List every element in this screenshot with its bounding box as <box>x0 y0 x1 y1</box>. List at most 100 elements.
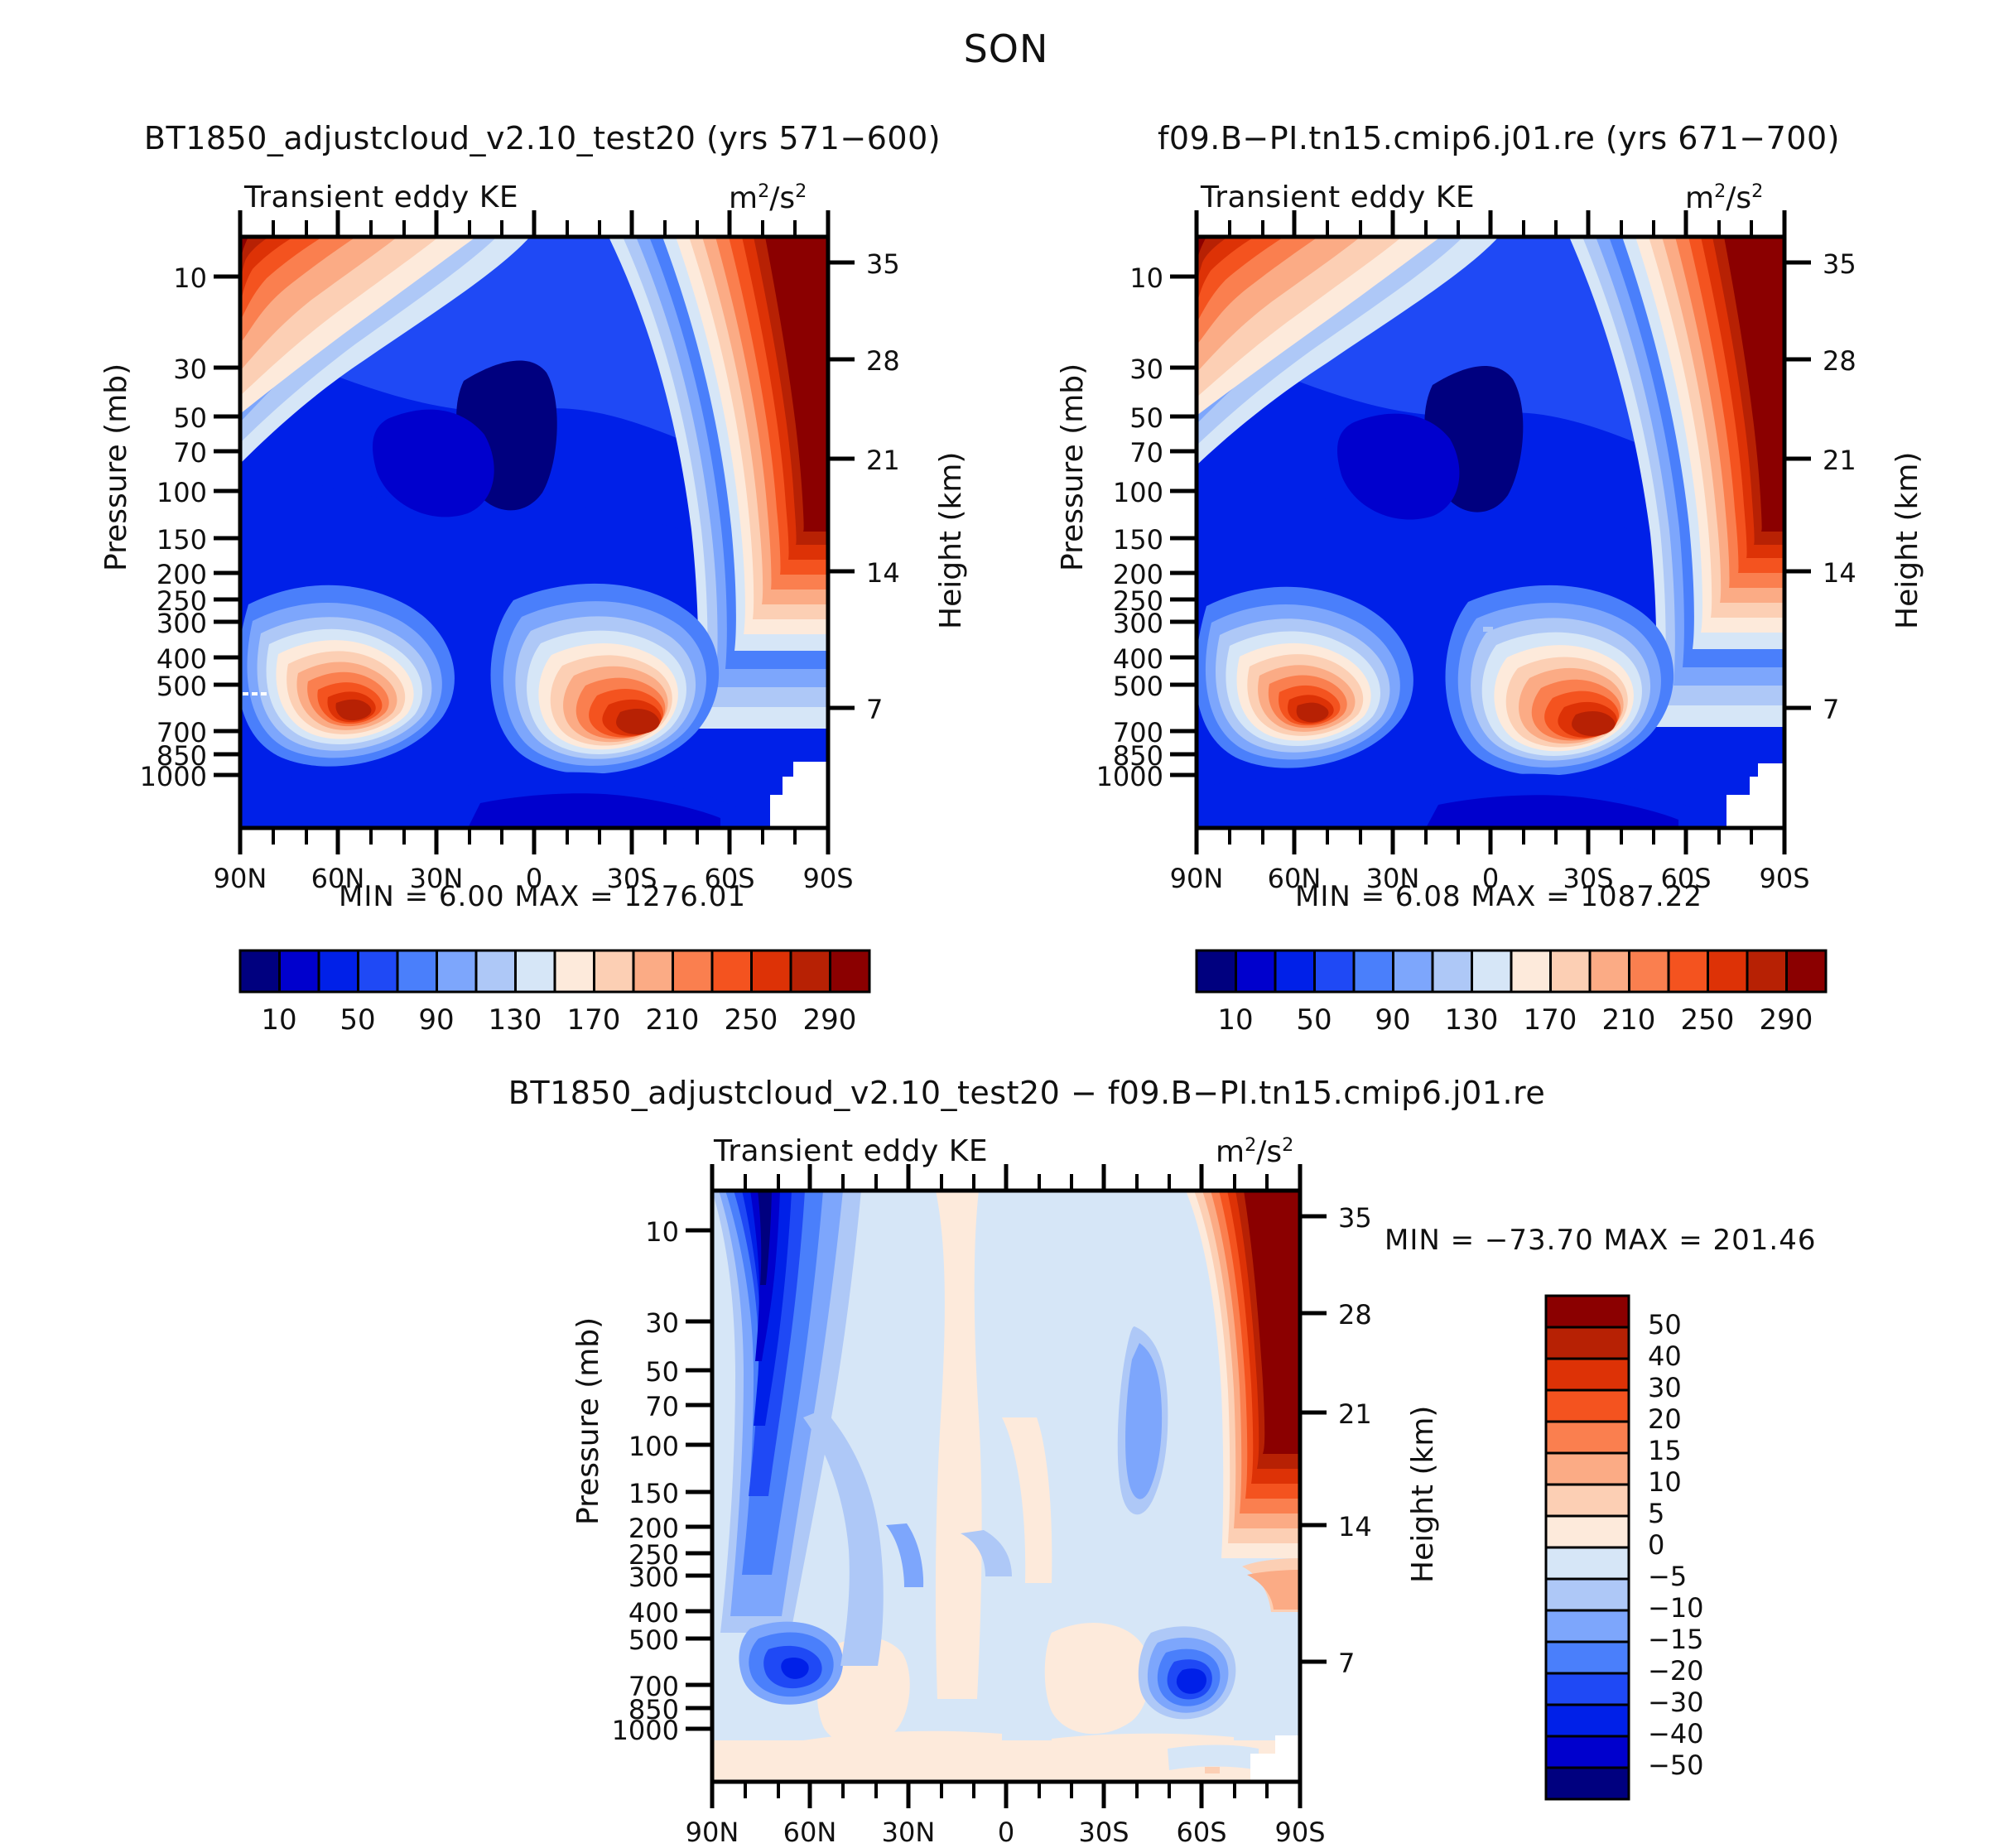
diff-colorbar-label-9: −10 <box>1648 1592 1704 1624</box>
left-bottom-ticks <box>238 828 831 854</box>
right-lat-90S: 90S <box>1759 863 1810 894</box>
diff-colorbar-cell-9 <box>1544 1577 1630 1612</box>
diff-colorbar-cell-11 <box>1544 1640 1630 1675</box>
right-ptick-10: 10 <box>1129 262 1163 294</box>
right-colorbar-cell-12 <box>1667 949 1709 994</box>
diff-lat-0: 0 <box>997 1817 1015 1848</box>
right-htick-35: 35 <box>1823 248 1856 280</box>
left-cb-290: 290 <box>802 1003 857 1037</box>
left-ptick-70: 70 <box>173 437 207 469</box>
left-ptick-150: 150 <box>156 524 207 556</box>
right-ptick-250: 250 <box>1112 585 1163 617</box>
diff-ptick-400: 400 <box>628 1597 679 1629</box>
diff-colorbar-label-3: 20 <box>1648 1403 1682 1435</box>
right-colorbar-cell-7 <box>1471 949 1513 994</box>
right-lat-0: 0 <box>1481 863 1500 894</box>
right-colorbar-cell-11 <box>1628 949 1670 994</box>
right-ptick-1000: 1000 <box>1096 761 1163 792</box>
diff-pressure-axis-label: Pressure (mb) <box>571 1316 605 1525</box>
diff-colorbar-label-1: 40 <box>1648 1340 1682 1372</box>
right-ptick-150: 150 <box>1112 524 1163 556</box>
diff-colorbar-cell-7 <box>1544 1514 1630 1549</box>
diff-ptick-500: 500 <box>628 1624 679 1656</box>
diff-ptick-850: 850 <box>628 1694 679 1725</box>
right-lat-30S: 30S <box>1563 863 1614 894</box>
right-colorbar-cell-4 <box>1352 949 1394 994</box>
diff-colorbar-cell-5 <box>1544 1451 1630 1486</box>
diff-colorbar-label-8: −5 <box>1648 1561 1688 1592</box>
diff-height-ticks <box>1300 1214 1327 1664</box>
left-ptick-700: 700 <box>156 717 207 748</box>
diff-ptick-30: 30 <box>645 1307 679 1339</box>
right-variable-label: Transient eddy KE <box>1201 180 1476 214</box>
left-ptick-500: 500 <box>156 671 207 702</box>
diff-lat-60S: 60S <box>1176 1817 1227 1848</box>
right-colorbar-cell-5 <box>1392 949 1434 994</box>
left-lat-60N: 60N <box>311 863 365 894</box>
diff-pressure-ticks <box>686 1228 712 1731</box>
left-ptick-50: 50 <box>173 402 207 434</box>
right-ptick-100: 100 <box>1112 477 1163 508</box>
diff-htick-7: 7 <box>1338 1648 1356 1679</box>
right-cb-210: 210 <box>1601 1003 1656 1037</box>
diff-ptick-150: 150 <box>628 1478 679 1509</box>
left-top-ticks <box>238 210 831 237</box>
left-colorbar-cell-10 <box>632 949 674 994</box>
diff-height-axis-label: Height (km) <box>1406 1405 1440 1583</box>
right-ptick-850: 850 <box>1112 740 1163 772</box>
right-pressure-ticks <box>1170 274 1197 777</box>
right-pressure-axis-label: Pressure (mb) <box>1056 363 1090 571</box>
left-cb-170: 170 <box>566 1003 621 1037</box>
left-lat-90N: 90N <box>213 863 267 894</box>
left-colorbar-cell-3 <box>357 949 399 994</box>
left-htick-7: 7 <box>866 694 884 725</box>
right-cb-170: 170 <box>1523 1003 1577 1037</box>
diff-colorbar-cell-2 <box>1544 1357 1630 1392</box>
right-colorbar-cell-1 <box>1235 949 1277 994</box>
left-colorbar-cell-8 <box>553 949 595 994</box>
left-cb-130: 130 <box>488 1003 542 1037</box>
left-colorbar-cell-7 <box>514 949 556 994</box>
diff-colorbar-label-14: −50 <box>1648 1749 1704 1781</box>
left-units-label: m2/s2 <box>729 180 807 215</box>
diff-colorbar-cell-15 <box>1544 1766 1630 1801</box>
left-lat-60S: 60S <box>704 863 755 894</box>
diff-colorbar-cell-0 <box>1544 1294 1630 1329</box>
left-contour-plot <box>214 210 855 854</box>
right-colorbar <box>1195 949 1828 994</box>
right-ptick-50: 50 <box>1129 402 1163 434</box>
nh-jet-max <box>240 585 455 767</box>
left-cb-90: 90 <box>418 1003 455 1037</box>
right-colorbar-cell-3 <box>1313 949 1356 994</box>
left-variable-label: Transient eddy KE <box>244 180 519 214</box>
diff-top-ticks <box>710 1164 1303 1191</box>
left-colorbar <box>238 949 871 994</box>
right-ptick-300: 300 <box>1112 608 1163 639</box>
diff-ptick-10: 10 <box>645 1216 679 1248</box>
left-colorbar-cell-11 <box>672 949 714 994</box>
left-ptick-100: 100 <box>156 477 207 508</box>
right-sh-jet-max <box>1445 585 1674 776</box>
right-minmax: MIN = 6.08 MAX = 1087.22 <box>1295 880 1702 913</box>
diff-lat-60N: 60N <box>783 1817 837 1848</box>
left-ptick-1000: 1000 <box>139 761 207 792</box>
left-pressure-ticks <box>214 274 240 777</box>
right-colorbar-cell-13 <box>1707 949 1749 994</box>
right-top-ticks <box>1194 210 1787 237</box>
diff-colorbar-cell-8 <box>1544 1546 1630 1581</box>
right-colorbar-cell-14 <box>1746 949 1788 994</box>
sh-jet-max <box>490 583 720 774</box>
right-cb-130: 130 <box>1444 1003 1499 1037</box>
right-colorbar-cell-0 <box>1195 949 1237 994</box>
right-cb-250: 250 <box>1680 1003 1735 1037</box>
left-ptick-850: 850 <box>156 740 207 772</box>
right-colorbar-cell-2 <box>1274 949 1316 994</box>
left-colorbar-cell-12 <box>710 949 753 994</box>
diff-contour-plot <box>686 1164 1327 1808</box>
right-panel-title: f09.B−PI.tn15.cmip6.j01.re (yrs 671−700) <box>1158 120 1840 156</box>
diff-htick-35: 35 <box>1338 1202 1372 1234</box>
left-ptick-200: 200 <box>156 559 207 590</box>
left-colorbar-cell-2 <box>317 949 359 994</box>
right-contour-field <box>1197 237 1784 828</box>
left-contour-field <box>240 237 828 828</box>
